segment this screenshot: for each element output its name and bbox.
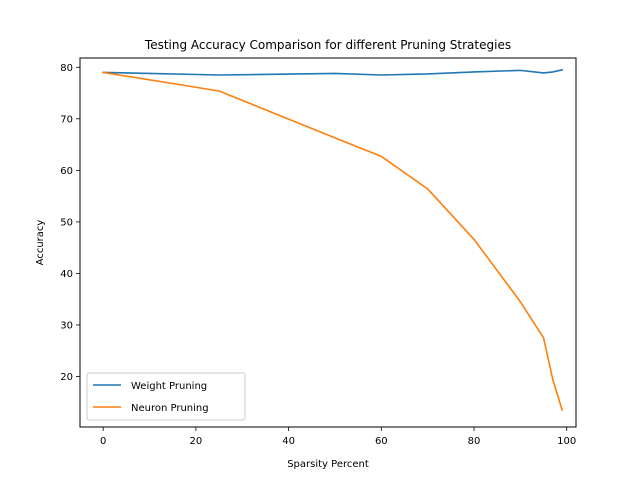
y-tick-label: 50 [60, 217, 73, 228]
y-tick-label: 20 [60, 372, 73, 383]
series-line-weight-pruning [102, 68, 564, 76]
y-tick-label: 80 [60, 63, 73, 74]
chart-title: Testing Accuracy Comparison for differen… [144, 38, 511, 52]
y-tick-label: 70 [60, 114, 73, 125]
y-axis-ticks: 20 30 40 50 60 70 80 [60, 63, 80, 383]
x-tick-label: 0 [100, 436, 106, 447]
series-lines [102, 68, 564, 411]
x-tick-label: 40 [282, 436, 295, 447]
x-tick-label: 20 [190, 436, 203, 447]
x-tick-label: 80 [468, 436, 481, 447]
x-tick-label: 60 [375, 436, 388, 447]
plot-frame [79, 57, 577, 428]
plot-area [79, 57, 577, 428]
y-axis-label: Accuracy [35, 220, 46, 266]
legend-label-weight-pruning: Weight Pruning [131, 381, 207, 392]
y-tick-label: 40 [60, 269, 73, 280]
x-tick-label: 100 [557, 436, 576, 447]
y-tick-label: 60 [60, 166, 73, 177]
series-line-neuron-pruning [102, 71, 564, 411]
y-tick-label: 30 [60, 320, 73, 331]
legend-label-neuron-pruning: Neuron Pruning [131, 403, 209, 414]
x-axis-label: Sparsity Percent [287, 459, 369, 470]
x-axis-ticks: 0 20 40 60 80 100 [100, 427, 576, 447]
legend: Weight Pruning Neuron Pruning [86, 372, 246, 421]
legend-box [86, 372, 246, 421]
